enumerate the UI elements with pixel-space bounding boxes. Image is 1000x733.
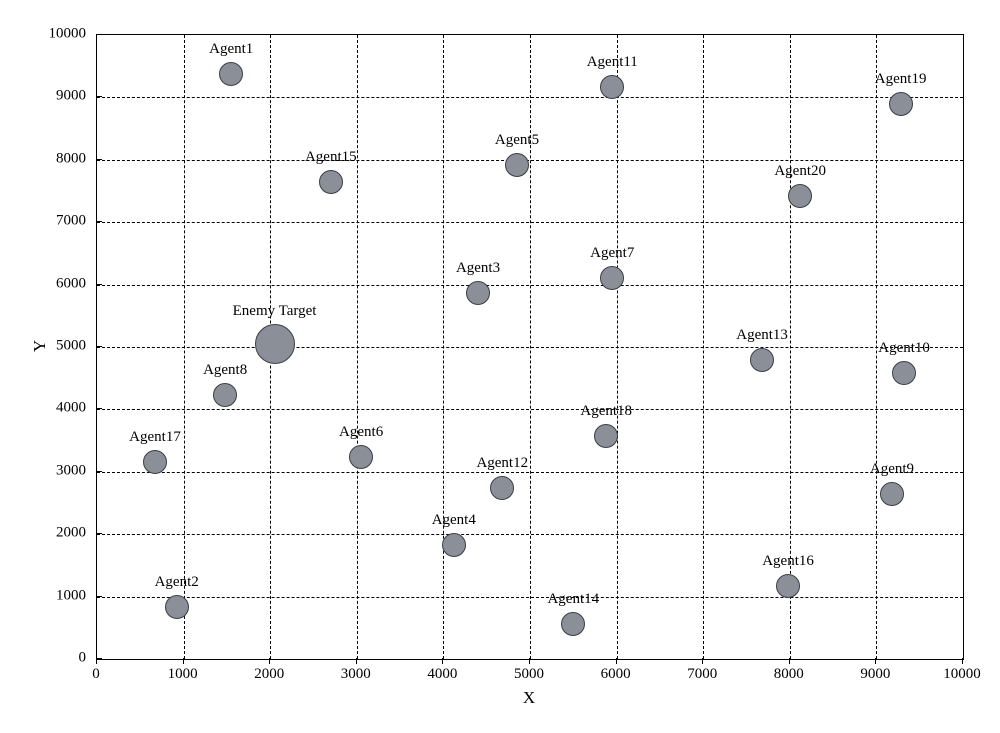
agent-marker xyxy=(219,62,243,86)
tick-x xyxy=(789,658,790,664)
gridline-h xyxy=(97,597,963,598)
y-tick-label: 3000 xyxy=(56,462,86,479)
tick-y xyxy=(96,596,102,597)
agent-label: Agent9 xyxy=(870,461,914,478)
agent-label: Agent14 xyxy=(547,591,599,608)
agent-marker xyxy=(213,383,237,407)
gridline-h xyxy=(97,97,963,98)
agent-marker xyxy=(143,450,167,474)
tick-y xyxy=(96,96,102,97)
agent-label: Agent3 xyxy=(456,260,500,277)
agent-scatter-chart: Enemy Target Agent1 Agent2 Agent3 Agent4 Agen… xyxy=(20,20,980,713)
gridline-h xyxy=(97,160,963,161)
agent-label: Agent19 xyxy=(875,71,927,88)
agent-label: Agent18 xyxy=(580,403,632,420)
y-tick-label: 9000 xyxy=(56,88,86,105)
agent-label: Agent10 xyxy=(878,340,930,357)
x-tick-label: 2000 xyxy=(254,666,284,683)
agent-label: Agent20 xyxy=(774,163,826,180)
tick-x xyxy=(269,658,270,664)
agent-label: Agent7 xyxy=(590,245,634,262)
agent-marker xyxy=(466,281,490,305)
agent-marker xyxy=(505,153,529,177)
gridline-h xyxy=(97,222,963,223)
agent-marker xyxy=(750,348,774,372)
agent-label: Agent6 xyxy=(339,424,383,441)
agent-label: Agent1 xyxy=(209,41,253,58)
y-tick-label: 1000 xyxy=(56,587,86,604)
agent-marker xyxy=(442,533,466,557)
agent-marker xyxy=(594,424,618,448)
gridline-h xyxy=(97,347,963,348)
agent-label: Agent5 xyxy=(495,132,539,149)
gridline-h xyxy=(97,285,963,286)
agent-label: Agent11 xyxy=(587,54,638,71)
enemy-target-label: Enemy Target xyxy=(233,303,317,320)
y-tick-label: 8000 xyxy=(56,150,86,167)
agent-marker xyxy=(349,445,373,469)
x-tick-label: 7000 xyxy=(687,666,717,683)
agent-marker xyxy=(880,482,904,506)
y-tick-label: 4000 xyxy=(56,400,86,417)
agent-marker xyxy=(776,574,800,598)
agent-marker xyxy=(600,266,624,290)
x-tick-label: 5000 xyxy=(514,666,544,683)
gridline-h xyxy=(97,472,963,473)
gridline-h xyxy=(97,409,963,410)
tick-x xyxy=(529,658,530,664)
agent-label: Agent12 xyxy=(476,455,528,472)
agent-label: Agent13 xyxy=(736,327,788,344)
y-tick-label: 6000 xyxy=(56,275,86,292)
x-tick-label: 3000 xyxy=(341,666,371,683)
tick-y xyxy=(96,284,102,285)
y-tick-label: 0 xyxy=(79,650,87,667)
agent-label: Agent8 xyxy=(203,362,247,379)
x-tick-label: 8000 xyxy=(774,666,804,683)
x-tick-label: 9000 xyxy=(860,666,890,683)
tick-x xyxy=(442,658,443,664)
tick-x xyxy=(875,658,876,664)
tick-y xyxy=(96,159,102,160)
x-tick-label: 4000 xyxy=(427,666,457,683)
tick-x xyxy=(183,658,184,664)
y-tick-label: 10000 xyxy=(49,26,87,43)
agent-marker xyxy=(892,361,916,385)
tick-x xyxy=(962,658,963,664)
agent-label: Agent4 xyxy=(432,512,476,529)
y-axis-label: Y xyxy=(30,340,50,352)
agent-marker xyxy=(600,75,624,99)
agent-label: Agent2 xyxy=(155,574,199,591)
agent-marker xyxy=(889,92,913,116)
y-tick-label: 5000 xyxy=(56,338,86,355)
tick-x xyxy=(702,658,703,664)
x-tick-label: 0 xyxy=(92,666,100,683)
x-tick-label: 6000 xyxy=(601,666,631,683)
agent-marker xyxy=(561,612,585,636)
tick-y xyxy=(96,34,102,35)
gridline-h xyxy=(97,534,963,535)
agent-label: Agent17 xyxy=(129,429,181,446)
tick-y xyxy=(96,408,102,409)
agent-marker xyxy=(165,595,189,619)
x-tick-label: 10000 xyxy=(943,666,981,683)
tick-x xyxy=(616,658,617,664)
agent-label: Agent16 xyxy=(762,553,814,570)
tick-x xyxy=(356,658,357,664)
tick-y xyxy=(96,658,102,659)
tick-y xyxy=(96,471,102,472)
y-tick-label: 2000 xyxy=(56,525,86,542)
agent-marker xyxy=(319,170,343,194)
tick-y xyxy=(96,533,102,534)
enemy-target-marker xyxy=(255,324,295,364)
x-axis-label: X xyxy=(523,688,535,708)
plot-area: Enemy Target Agent1 Agent2 Agent3 Agent4 Agen… xyxy=(96,34,964,660)
agent-marker xyxy=(788,184,812,208)
agent-label: Agent15 xyxy=(305,149,357,166)
y-tick-label: 7000 xyxy=(56,213,86,230)
tick-y xyxy=(96,221,102,222)
agent-marker xyxy=(490,476,514,500)
x-tick-label: 1000 xyxy=(168,666,198,683)
tick-y xyxy=(96,346,102,347)
